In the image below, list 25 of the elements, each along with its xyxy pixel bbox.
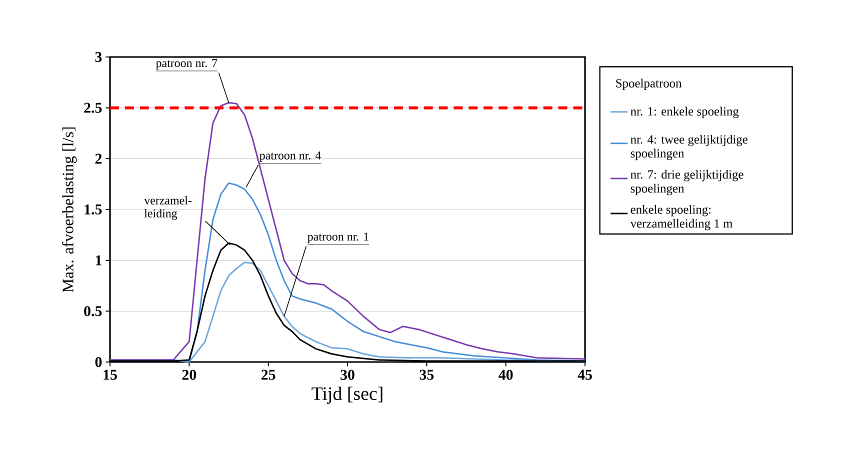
annotation: patroon nr. 7 (156, 59, 218, 70)
y-tick-label: 2.5 (84, 102, 102, 113)
annotation: patroon nr. 1 (308, 232, 368, 244)
x-tick-label: 25 (261, 370, 276, 380)
legend-label: enkele spoeling: verzamelleiding 1 m (630, 204, 732, 230)
x-tick-label: 15 (104, 370, 117, 380)
x-tick-label: 40 (498, 370, 513, 380)
y-tick-label: 1.5 (84, 204, 102, 215)
x-tick-label: 35 (420, 370, 434, 380)
y-tick-label: 1 (96, 255, 102, 266)
y-tick-label: 0 (95, 356, 102, 368)
y-tick-label: 0.5 (84, 306, 102, 316)
y-axis-title: Max. afvoerbelasting [l/s] (62, 127, 77, 292)
legend-label: nr. 4: twee gelijktijdige spoelingen (630, 134, 748, 160)
legend-label: nr. 1: enkele spoeling (630, 106, 739, 118)
y-tick-label: 3 (95, 52, 102, 62)
x-tick-label: 30 (340, 370, 354, 380)
annotation: patroon nr. 4 (260, 152, 321, 162)
x-tick-label: 45 (578, 370, 592, 380)
legend-title: Spoelpatroon (616, 78, 682, 90)
y-tick-label: 2 (95, 154, 102, 164)
x-tick-label: 20 (182, 370, 196, 380)
x-axis-title: Tijd [sec] (312, 386, 382, 404)
legend-label: nr. 7: drie gelijktijdige spoelingen (630, 170, 744, 196)
annotation: verzamel-leiding (144, 196, 192, 220)
